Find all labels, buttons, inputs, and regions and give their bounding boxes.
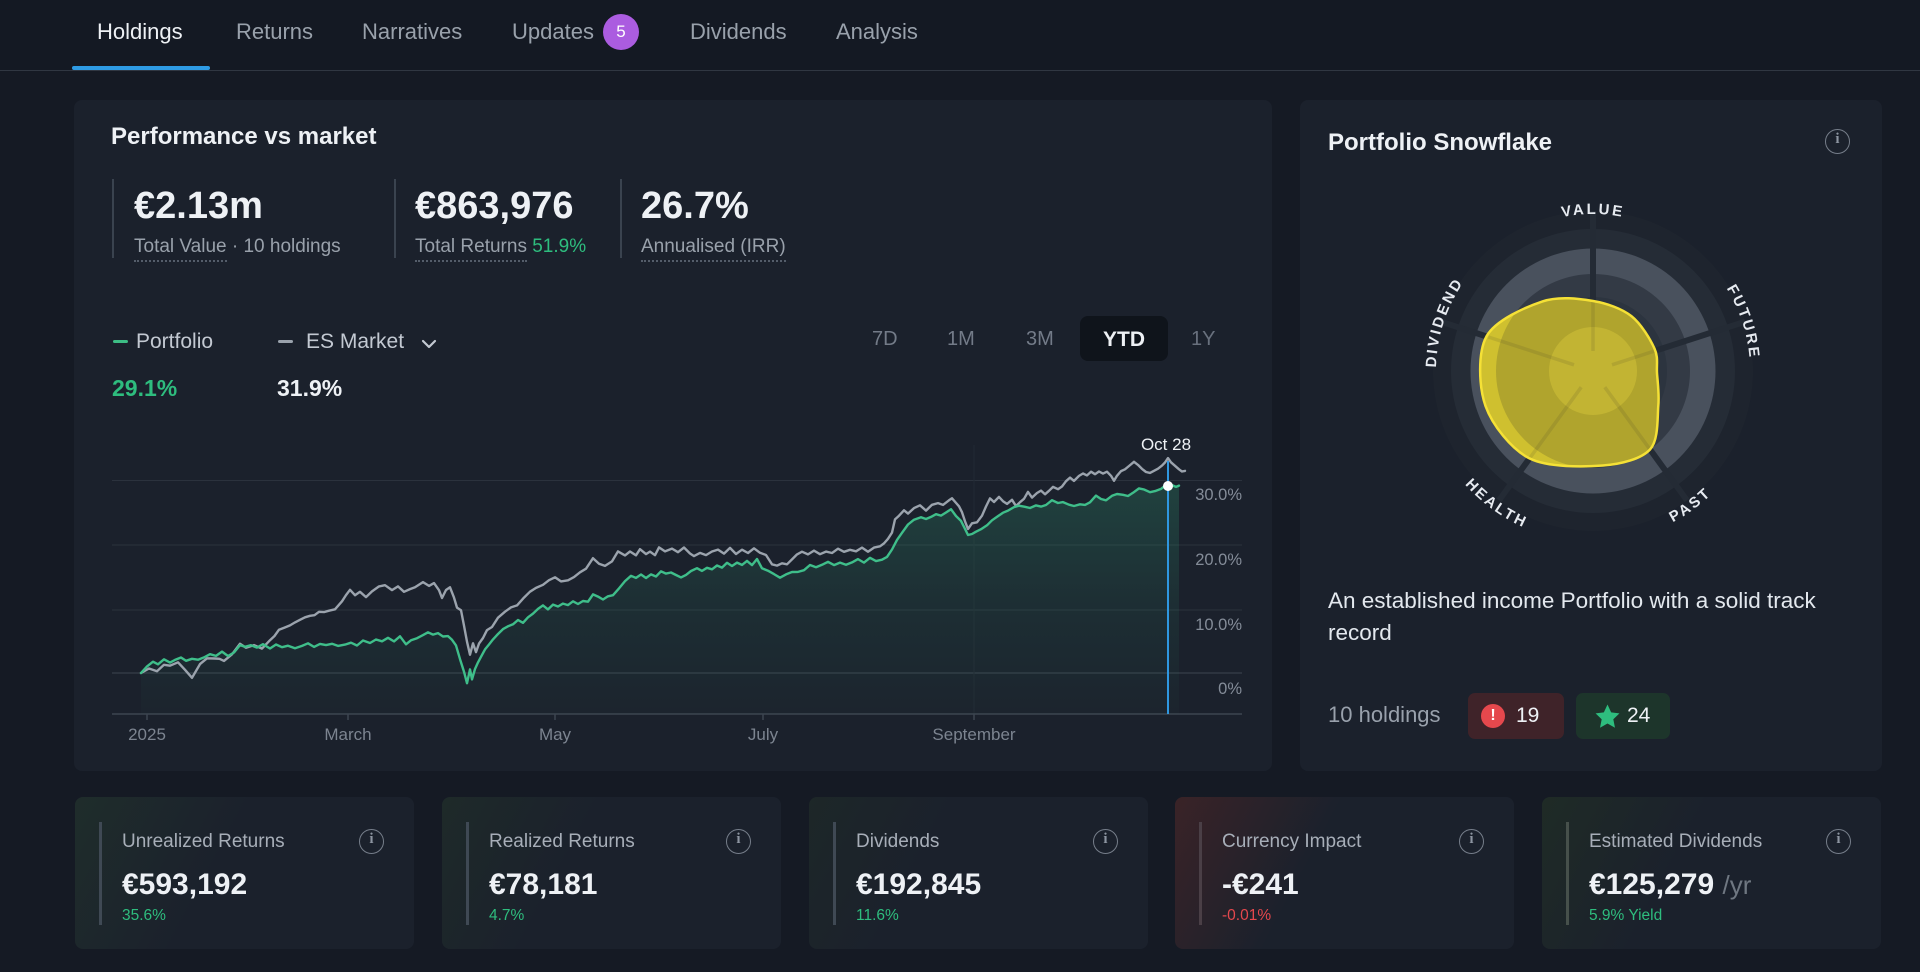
svg-text:2025: 2025 [128,725,166,744]
svg-text:10.0%: 10.0% [1195,616,1242,634]
svg-text:September: September [932,725,1015,744]
svg-text:May: May [539,725,572,744]
svg-text:VALUE: VALUE [1560,201,1626,221]
svg-text:March: March [324,725,371,744]
svg-text:20.0%: 20.0% [1195,551,1242,569]
svg-text:Oct 28: Oct 28 [1141,435,1191,454]
svg-text:0%: 0% [1218,680,1242,698]
svg-text:30.0%: 30.0% [1195,486,1242,504]
svg-text:July: July [748,725,779,744]
